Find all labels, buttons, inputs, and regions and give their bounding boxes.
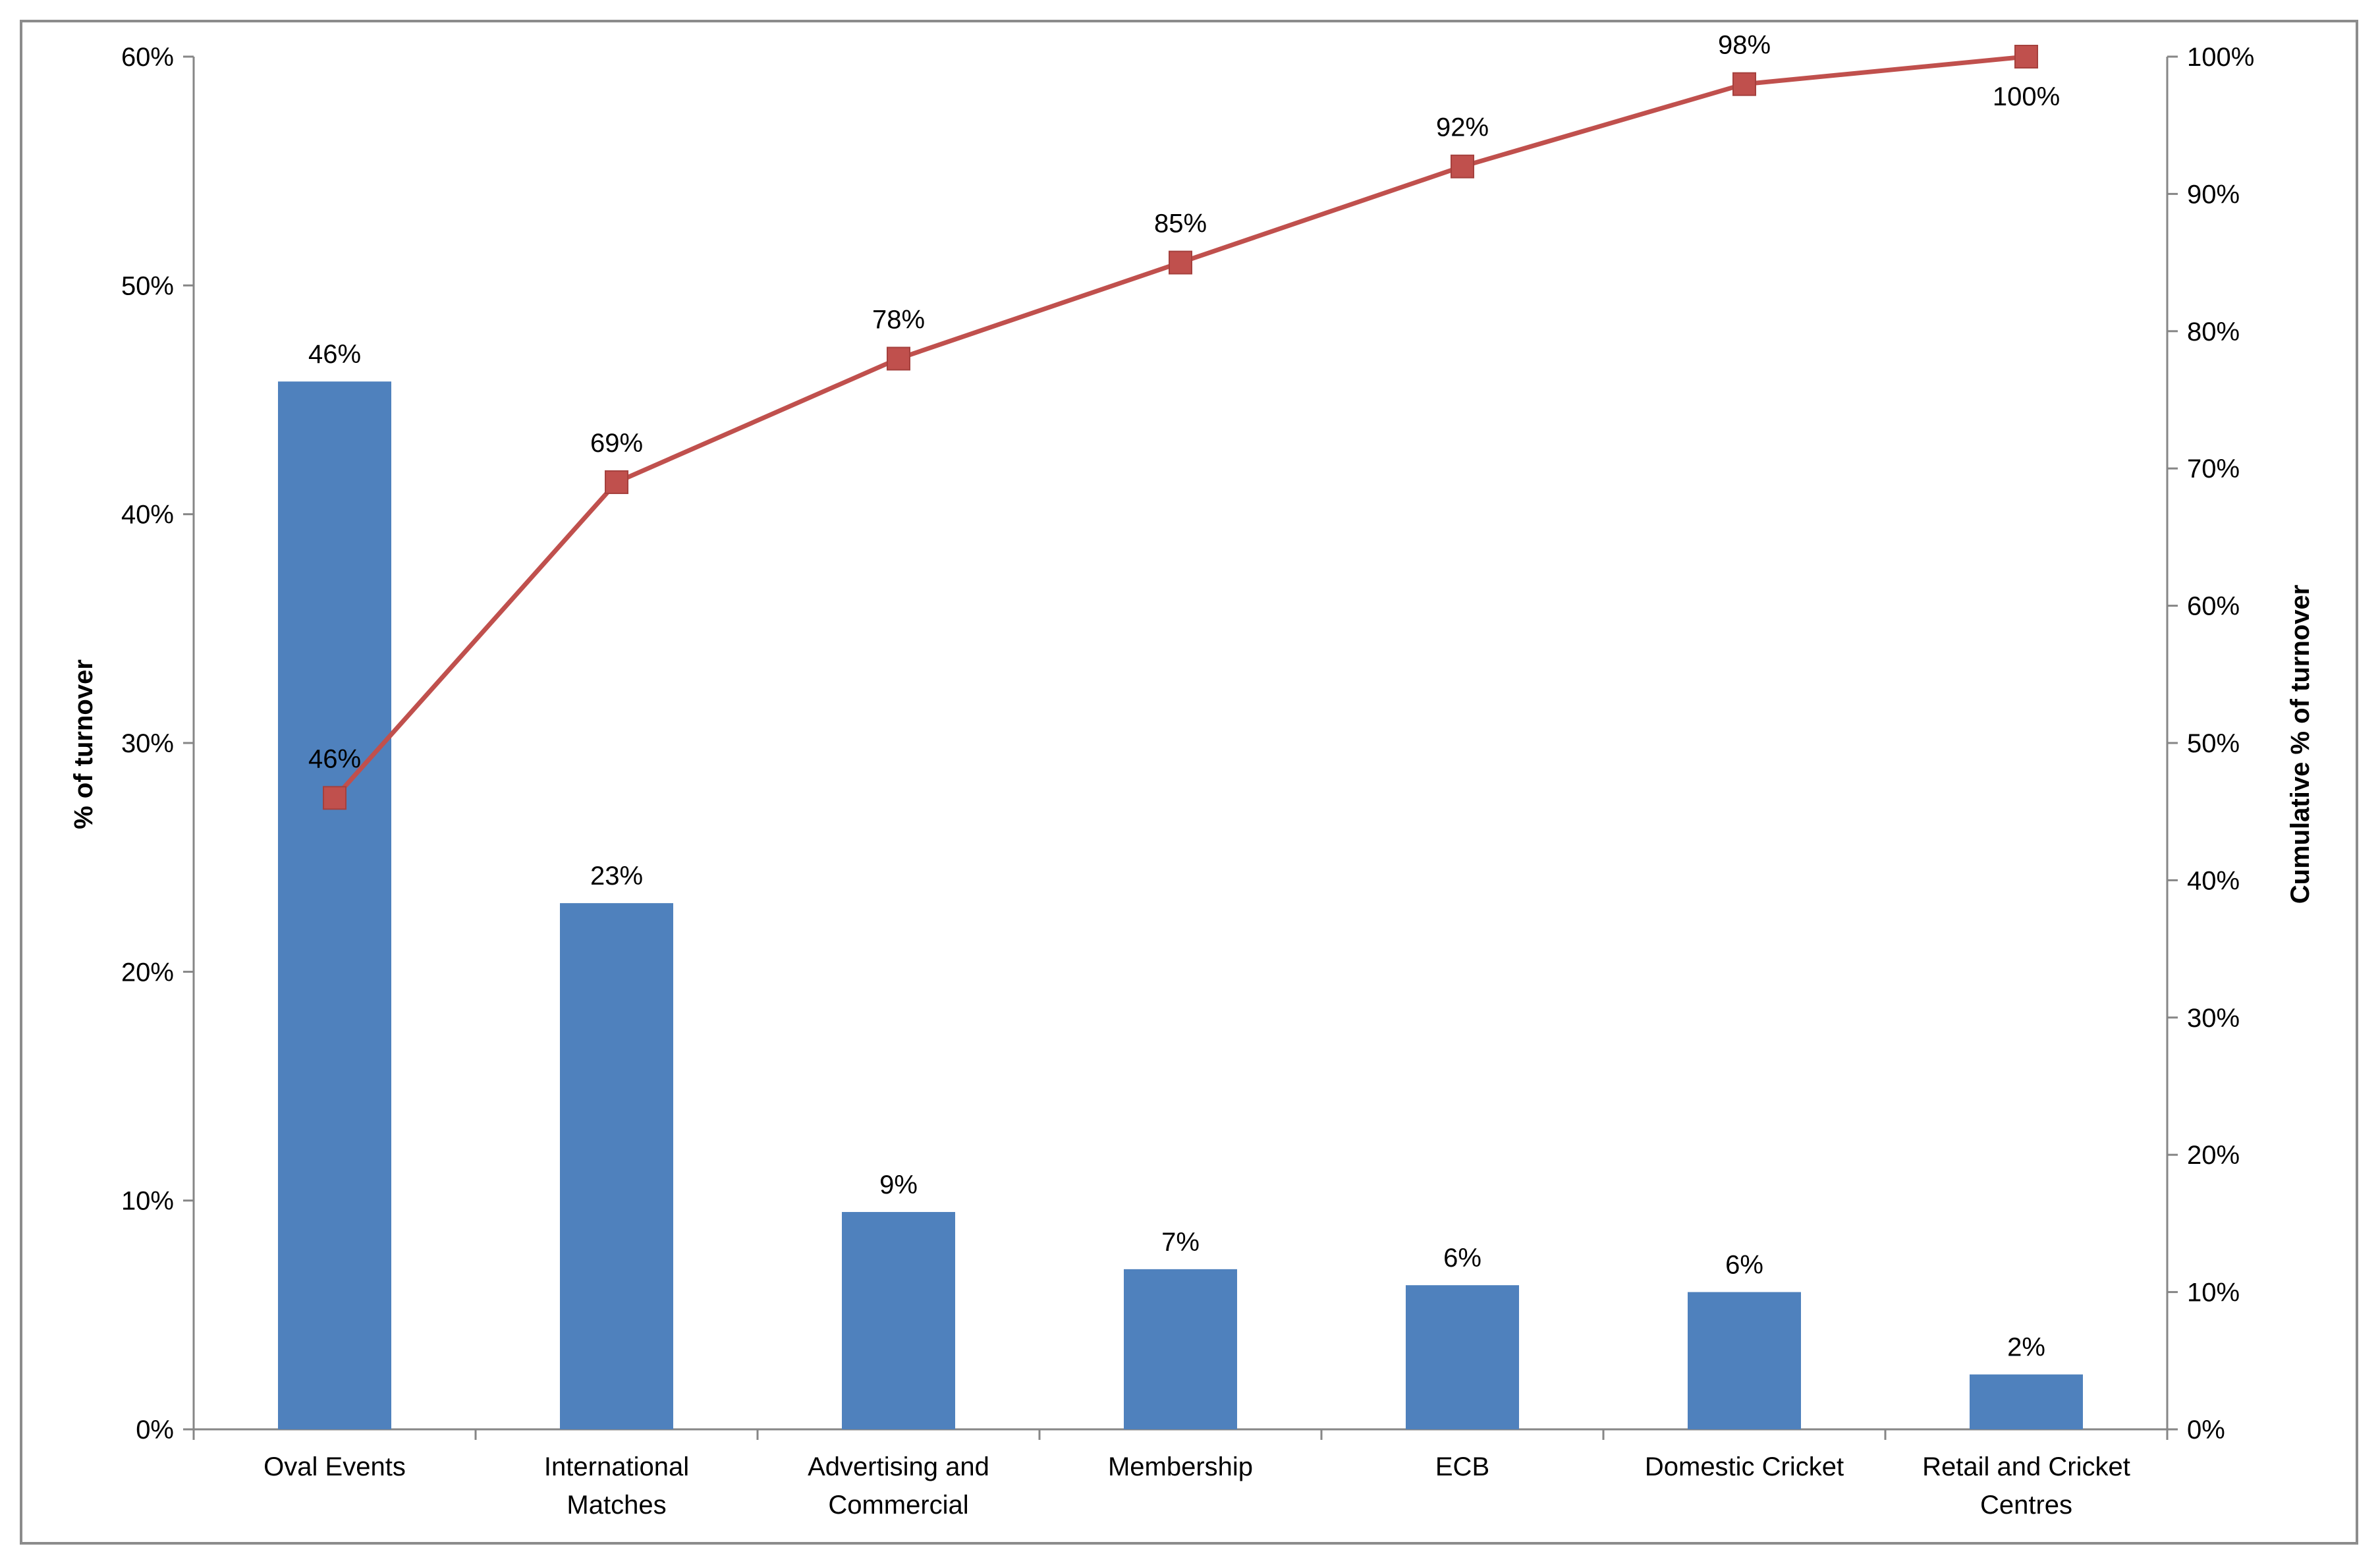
y2-tick-label: 80% bbox=[2187, 317, 2240, 346]
bar-data-label: 7% bbox=[1161, 1228, 1200, 1257]
x-tick-label: Centres bbox=[1980, 1491, 2072, 1520]
y-axis-title: % of turnover bbox=[69, 659, 98, 829]
line-data-label: 92% bbox=[1436, 113, 1489, 142]
bar bbox=[1124, 1269, 1237, 1429]
bar-data-label: 23% bbox=[590, 862, 643, 891]
y2-tick-label: 0% bbox=[2187, 1416, 2225, 1444]
y-tick-label: 50% bbox=[121, 271, 174, 300]
x-tick-label: International bbox=[544, 1452, 689, 1481]
y2-axis-title: Cumulative % of turnover bbox=[2286, 585, 2315, 904]
bar bbox=[278, 381, 391, 1429]
y2-tick-label: 40% bbox=[2187, 866, 2240, 895]
y-tick-label: 60% bbox=[121, 43, 174, 72]
line-data-label: 69% bbox=[590, 429, 643, 458]
x-tick-label: Retail and Cricket bbox=[1922, 1452, 2130, 1481]
line-data-label: 78% bbox=[872, 305, 925, 334]
line-data-label: 100% bbox=[1993, 82, 2060, 111]
x-tick-label: Oval Events bbox=[263, 1452, 406, 1481]
y2-tick-label: 70% bbox=[2187, 454, 2240, 483]
bar-data-label: 46% bbox=[308, 340, 361, 369]
line-marker bbox=[887, 346, 910, 371]
y2-tick-label: 50% bbox=[2187, 729, 2240, 758]
x-tick-label: Membership bbox=[1108, 1452, 1253, 1481]
line-data-label: 46% bbox=[308, 744, 361, 773]
cumulative-line-series bbox=[323, 45, 2038, 810]
x-tick-label: Matches bbox=[567, 1491, 666, 1520]
line-marker bbox=[2014, 45, 2038, 69]
y-tick-label: 40% bbox=[121, 501, 174, 530]
line-data-label: 98% bbox=[1718, 31, 1771, 60]
y-tick-label: 20% bbox=[121, 958, 174, 987]
bar bbox=[1688, 1292, 1801, 1429]
bar bbox=[1406, 1285, 1519, 1429]
bar-data-label: 6% bbox=[1443, 1244, 1481, 1273]
line-marker bbox=[1732, 72, 1756, 96]
x-tick-label: Domestic Cricket bbox=[1645, 1452, 1844, 1481]
line-marker bbox=[1169, 250, 1192, 275]
bar-data-label: 9% bbox=[879, 1170, 918, 1199]
axes: 0% 10% 20% 30% 40% 50% 60% 0% 10% 20% 30% 40% 50% 60%… bbox=[121, 43, 2254, 1520]
x-tick-label: Commercial bbox=[828, 1491, 968, 1520]
line-data-label: 85% bbox=[1154, 209, 1207, 238]
y-tick-label: 10% bbox=[121, 1187, 174, 1216]
bar bbox=[842, 1212, 955, 1429]
cumulative-line bbox=[333, 54, 2027, 800]
line-marker bbox=[1451, 154, 1474, 179]
data-labels: 46% 23% 9% 7% 6% 6% 2% 46% 69% 78% 85% 92% 98% 100% bbox=[308, 31, 2060, 1362]
y2-tick-label: 100% bbox=[2187, 43, 2254, 72]
bar-data-label: 6% bbox=[1725, 1251, 1763, 1280]
y-tick-label: 0% bbox=[136, 1416, 174, 1444]
y2-tick-label: 10% bbox=[2187, 1278, 2240, 1307]
y2-tick-label: 60% bbox=[2187, 592, 2240, 621]
y2-tick-label: 90% bbox=[2187, 180, 2240, 209]
bar bbox=[560, 903, 673, 1429]
bar bbox=[1970, 1374, 2083, 1429]
y2-tick-label: 30% bbox=[2187, 1004, 2240, 1033]
line-marker bbox=[605, 470, 628, 495]
bar-series bbox=[278, 381, 2083, 1429]
x-tick-label: ECB bbox=[1435, 1452, 1489, 1481]
x-tick-label: Advertising and bbox=[808, 1452, 989, 1481]
line-marker bbox=[323, 786, 346, 810]
y2-tick-label: 20% bbox=[2187, 1141, 2240, 1170]
y-tick-label: 30% bbox=[121, 729, 174, 758]
bar-data-label: 2% bbox=[2007, 1333, 2045, 1362]
